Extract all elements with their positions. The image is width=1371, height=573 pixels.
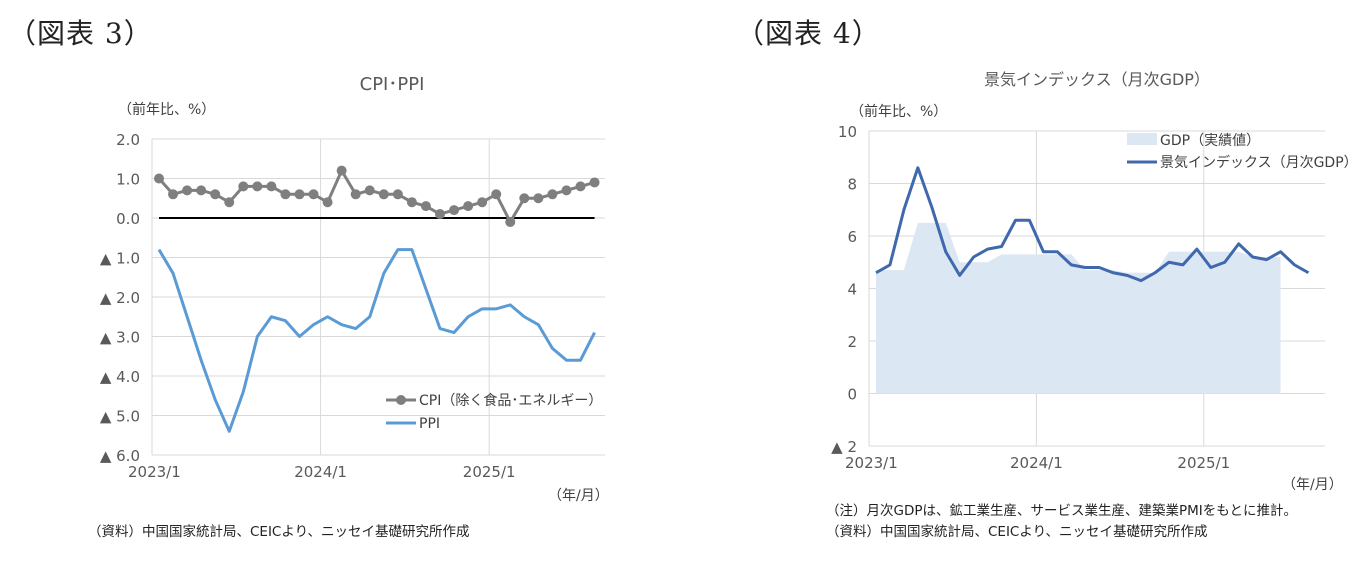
legend-label: GDP（実績値） (1160, 133, 1260, 149)
x-tick-label: 2025/1 (463, 463, 516, 481)
legend-swatch-area (1127, 133, 1157, 145)
legend-label: 景気インデックス（月次GDP） (1160, 154, 1358, 171)
data-point-marker (589, 177, 600, 188)
data-point-marker (477, 197, 488, 208)
data-point-marker (350, 189, 361, 200)
data-point-marker (505, 216, 516, 227)
legend-label: PPI (419, 416, 440, 432)
chart-3-x-unit: （年/月） (548, 488, 609, 504)
y-tick-label: ▲ 3.0 (100, 329, 140, 347)
legend-label: CPI（除く食品･エネルギー） (419, 392, 602, 409)
gdp-actual-area (876, 222, 1281, 394)
x-tick-label: 2024/1 (294, 463, 347, 481)
y-tick-label: 10 (838, 123, 857, 141)
y-tick-label: ▲ 2.0 (100, 289, 140, 307)
data-point-marker (322, 197, 333, 208)
figure-3-label: （図表 3） (8, 17, 153, 50)
chart-4-note: （注）月次GDPは、鉱工業生産、サービス業生産、建築業PMIをもとに推計。 (826, 503, 1297, 519)
data-point-marker (449, 205, 460, 216)
chart-4-x-unit: （年/月） (1282, 477, 1343, 493)
y-tick-label: 4 (847, 281, 857, 299)
data-point-marker (463, 201, 474, 212)
data-point-marker (378, 189, 389, 200)
data-point-marker (561, 185, 572, 196)
y-tick-label: 6 (847, 228, 857, 246)
series-line (875, 166, 1310, 283)
y-tick-label: 0 (847, 386, 857, 404)
series-line (157, 248, 596, 433)
data-point-marker (294, 189, 305, 200)
data-point-marker (154, 173, 164, 184)
data-point-marker (210, 189, 221, 200)
data-point-marker (336, 165, 347, 176)
data-point-marker (392, 189, 403, 200)
data-point-marker (252, 181, 263, 192)
data-point-marker (224, 197, 235, 208)
y-tick-label: 8 (847, 176, 857, 194)
chart-4-title: 景気インデックス（月次GDP） (984, 70, 1210, 89)
y-tick-label: ▲ 1.0 (100, 250, 140, 268)
data-point-marker (182, 185, 193, 196)
chart-4-source: （資料）中国国家統計局、CEICより、ニッセイ基礎研究所作成 (826, 524, 1208, 540)
y-tick-label: 2.0 (116, 131, 140, 149)
data-point-marker (533, 193, 544, 204)
y-tick-label: ▲ 5.0 (100, 408, 140, 426)
chart-3-title: CPI･PPI (359, 74, 425, 95)
chart-4-y-unit: （前年比、%） (850, 104, 948, 120)
y-tick-label: ▲ 6.0 (100, 447, 140, 465)
data-point-marker (575, 181, 586, 192)
y-tick-label: ▲ 2 (831, 438, 857, 456)
y-tick-label: 1.0 (116, 171, 140, 189)
x-tick-label: 2024/1 (1010, 454, 1063, 472)
chart-3-y-unit: （前年比、%） (118, 102, 216, 118)
chart-3-source: （資料）中国国家統計局、CEICより、ニッセイ基礎研究所作成 (88, 524, 470, 540)
data-point-marker (168, 189, 179, 200)
legend-swatch-marker (396, 395, 406, 405)
data-point-marker (420, 201, 431, 212)
data-point-marker (308, 189, 319, 200)
data-point-marker (266, 181, 277, 192)
data-point-marker (238, 181, 249, 192)
x-tick-label: 2025/1 (1177, 454, 1230, 472)
data-point-marker (491, 189, 502, 200)
x-tick-label: 2023/1 (128, 463, 181, 481)
data-point-marker (519, 193, 530, 204)
data-point-marker (406, 197, 417, 208)
x-tick-label: 2023/1 (845, 454, 898, 472)
cpi-ppi-chart: 2.01.00.0▲ 1.0▲ 2.0▲ 3.0▲ 4.0▲ 5.0▲ 6.02… (100, 131, 605, 481)
y-tick-label: ▲ 4.0 (100, 368, 140, 386)
y-tick-label: 2 (847, 333, 857, 351)
y-tick-label: 0.0 (116, 210, 140, 228)
data-point-marker (196, 185, 207, 196)
data-point-marker (547, 189, 558, 200)
data-point-marker (280, 189, 291, 200)
data-point-marker (364, 185, 375, 196)
figure-4-label: （図表 4） (736, 17, 881, 50)
data-point-marker (435, 209, 445, 220)
